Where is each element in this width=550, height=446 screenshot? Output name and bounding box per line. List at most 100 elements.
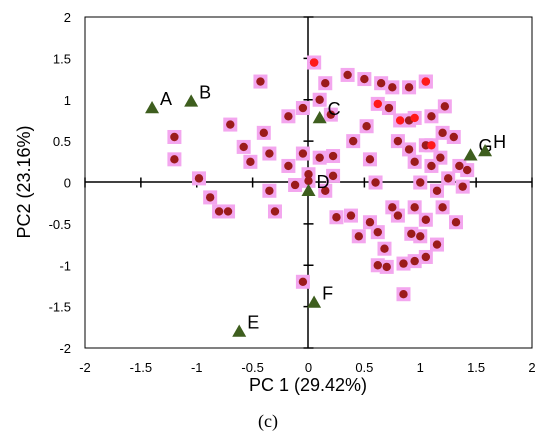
data-point: [284, 112, 293, 121]
data-point: [332, 213, 341, 222]
data-point: [399, 259, 408, 268]
data-point-highlight: [373, 99, 382, 109]
data-point: [436, 153, 445, 162]
point-label: H: [493, 132, 506, 152]
y-tick-label: 1: [64, 93, 71, 108]
triangle-marker: [301, 183, 316, 197]
data-point: [226, 120, 235, 129]
data-point: [290, 180, 300, 190]
data-point: [416, 232, 425, 241]
point-label: B: [199, 82, 211, 102]
x-axis-ticks: -2 -1.5 -1 -0.5 0 0.5 1 1.5 2: [79, 177, 536, 375]
x-tick-label: -1: [191, 360, 203, 375]
data-point: [315, 153, 324, 162]
x-tick-label: 0.5: [355, 360, 373, 375]
data-point: [438, 128, 447, 138]
data-point: [443, 174, 453, 183]
data-point: [427, 112, 436, 121]
data-point: [410, 203, 419, 212]
y-tick-label: -2: [59, 341, 71, 356]
y-axis-title: PC2 (23.16%): [14, 125, 34, 238]
data-point: [421, 252, 431, 262]
point-label: D: [317, 172, 330, 192]
data-points: [167, 55, 475, 302]
data-point: [393, 136, 403, 146]
triangle-marker: [184, 94, 199, 107]
x-tick-label: 1.5: [467, 360, 485, 375]
data-point: [451, 218, 461, 227]
data-point-highlight: [309, 58, 319, 67]
y-tick-label: -1: [59, 258, 71, 273]
point-label: E: [247, 312, 259, 332]
triangle-marker: [307, 295, 322, 308]
data-point: [328, 171, 338, 181]
data-point: [304, 176, 313, 186]
data-point: [371, 178, 380, 187]
data-point: [393, 211, 403, 220]
y-tick-label: -0.5: [49, 217, 71, 232]
x-tick-label: 2: [528, 360, 535, 375]
data-point: [259, 128, 268, 138]
data-point: [205, 193, 215, 202]
point-label: A: [160, 89, 172, 109]
data-point: [298, 277, 308, 286]
data-point: [440, 102, 450, 111]
y-tick-label: 0.5: [53, 134, 71, 149]
data-point-highlight: [410, 113, 419, 123]
triangle-marker: [312, 110, 327, 124]
x-tick-label: 0: [305, 360, 312, 375]
data-point: [170, 132, 179, 142]
data-point: [455, 161, 464, 171]
data-point: [194, 174, 204, 183]
x-axis-title: PC 1 (29.42%): [249, 375, 367, 395]
data-point: [404, 145, 414, 154]
data-point: [399, 290, 408, 299]
data-point: [315, 95, 324, 104]
data-point: [214, 207, 224, 216]
data-point: [349, 136, 358, 146]
data-point: [362, 122, 371, 131]
data-point: [427, 161, 436, 171]
data-point: [321, 79, 330, 88]
data-point: [432, 186, 442, 195]
data-point: [449, 132, 458, 142]
data-point: [328, 151, 338, 161]
figure-caption: (c): [258, 411, 278, 432]
x-tick-label: -1.5: [130, 360, 152, 375]
data-point: [376, 79, 386, 88]
x-tick-label: -0.5: [241, 360, 263, 375]
triangle-marker: [145, 101, 160, 114]
data-point: [438, 203, 447, 212]
data-point: [404, 83, 414, 92]
y-tick-label: 1.5: [53, 51, 71, 66]
data-point: [346, 211, 356, 220]
data-point: [388, 83, 397, 92]
data-point: [462, 165, 472, 175]
y-tick-label: 0: [64, 176, 71, 191]
x-tick-label: -2: [79, 360, 91, 375]
data-point: [365, 218, 375, 227]
data-point: [388, 203, 397, 212]
data-point: [382, 262, 391, 272]
data-point: [410, 256, 419, 266]
triangle-marker: [463, 148, 478, 161]
data-point: [256, 77, 265, 86]
triangle-marker: [478, 144, 493, 157]
data-point: [458, 182, 467, 191]
data-point: [416, 178, 425, 187]
data-point: [284, 161, 293, 171]
data-point: [373, 261, 382, 270]
data-point: [239, 142, 248, 152]
data-point: [354, 232, 363, 241]
data-point: [373, 227, 382, 237]
data-point: [270, 207, 280, 216]
data-point: [365, 155, 375, 164]
data-point: [407, 229, 416, 239]
data-point: [304, 170, 313, 179]
point-label: C: [328, 99, 341, 119]
data-point: [343, 70, 352, 80]
data-point: [321, 186, 330, 195]
y-tick-label: 2: [64, 10, 71, 25]
data-point: [246, 157, 255, 167]
